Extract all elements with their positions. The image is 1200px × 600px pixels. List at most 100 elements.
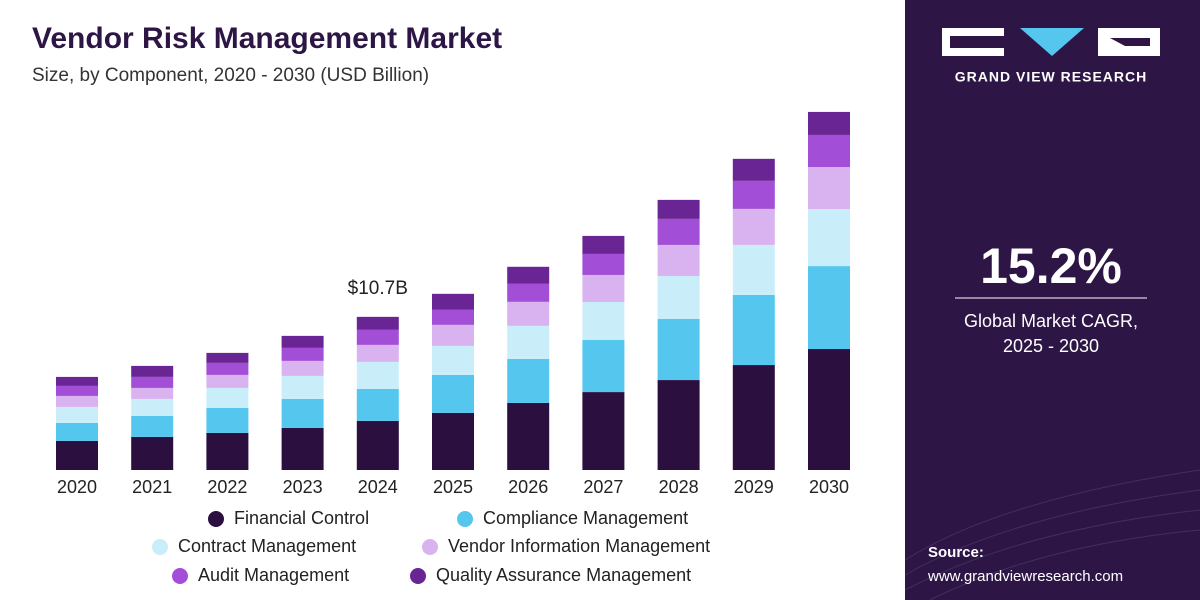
bar-segment	[582, 235, 625, 254]
x-tick-label: 2030	[809, 477, 849, 497]
legend-marker	[208, 511, 224, 527]
bar-segment	[356, 361, 399, 389]
legend-marker	[172, 568, 188, 584]
bar-segment	[808, 134, 850, 167]
logo	[942, 28, 1160, 56]
bar-segment	[131, 436, 174, 470]
bar-segment	[356, 388, 399, 421]
bar-segment	[657, 199, 700, 219]
bar-segment	[808, 111, 850, 135]
bar-segment	[432, 309, 474, 325]
bar-segment	[507, 283, 550, 302]
x-tick-label: 2027	[583, 477, 623, 497]
bar-segment	[432, 324, 474, 346]
legend-label: Quality Assurance Management	[436, 565, 691, 585]
x-tick-label: 2020	[57, 477, 97, 497]
x-tick-label: 2026	[508, 477, 548, 497]
bar-segment	[56, 406, 98, 423]
bar-segment	[281, 360, 324, 376]
bar-segment	[657, 318, 700, 381]
chart-subtitle: Size, by Component, 2020 - 2030 (USD Bil…	[32, 65, 429, 86]
bar-segment	[131, 415, 174, 437]
bar-segment	[56, 385, 98, 396]
bar-segment	[732, 365, 775, 470]
x-tick-label: 2023	[283, 477, 323, 497]
bar-segment	[206, 407, 249, 433]
cagr-caption: 2025 - 2030	[1003, 336, 1099, 356]
x-tick-label: 2024	[358, 477, 398, 497]
bar-segment	[281, 335, 324, 348]
bar-segment	[657, 218, 700, 245]
bar-segment	[507, 266, 550, 284]
bar-segment	[582, 253, 625, 275]
x-tick-label: 2025	[433, 477, 473, 497]
bar-segment	[281, 398, 324, 428]
chart-title: Vendor Risk Management Market	[32, 22, 502, 55]
bar-segment	[732, 208, 775, 245]
sidebar-background	[905, 0, 1200, 600]
bar-segment	[281, 375, 324, 399]
bar-segment	[808, 166, 850, 210]
logo-g-cut	[950, 36, 1004, 48]
bar-segment	[56, 440, 98, 470]
bar-segment	[657, 380, 700, 470]
bar-segment	[356, 329, 399, 345]
legend-marker	[152, 539, 168, 555]
legend-marker	[457, 511, 473, 527]
bar-segment	[356, 316, 399, 330]
bar-segment	[56, 376, 98, 386]
bar-segment	[131, 365, 174, 377]
bar-segment	[432, 345, 474, 375]
legend-marker	[410, 568, 426, 584]
bar-segment	[206, 362, 249, 375]
source-url: www.grandviewresearch.com	[927, 568, 1123, 585]
logo-r-cut	[1110, 38, 1150, 46]
bar-segment	[808, 209, 850, 267]
legend-label: Contract Management	[178, 536, 356, 556]
bar-segment	[56, 422, 98, 441]
bar-segment	[131, 398, 174, 416]
cagr-caption: Global Market CAGR,	[964, 311, 1138, 331]
bar-segment	[582, 274, 625, 302]
legend-marker	[422, 539, 438, 555]
x-tick-label: 2029	[734, 477, 774, 497]
logo-v	[1020, 28, 1084, 56]
bar-segment	[131, 376, 174, 388]
total-label: $10.7B	[348, 278, 408, 299]
bar-segment	[206, 387, 249, 408]
bar-segment	[582, 340, 625, 393]
bar-segment	[507, 325, 550, 359]
legend-label: Audit Management	[198, 565, 349, 585]
bar-segment	[356, 420, 399, 470]
bar-segment	[732, 180, 775, 209]
bar-segment	[507, 301, 550, 326]
bar-segment	[507, 358, 550, 403]
bar-segment	[206, 432, 249, 470]
bar-segment	[657, 275, 700, 319]
bar-segment	[206, 374, 249, 388]
x-tick-label: 2022	[207, 477, 247, 497]
brand-name: GRAND VIEW RESEARCH	[955, 69, 1147, 85]
wave-decoration	[904, 469, 1200, 600]
bar-segment	[808, 266, 850, 350]
cagr-value: 15.2%	[980, 238, 1122, 294]
bar-segment	[808, 349, 850, 470]
bar-segment	[356, 344, 399, 362]
legend-label: Compliance Management	[483, 508, 688, 528]
legend-label: Financial Control	[234, 508, 369, 528]
bar-segment	[432, 412, 474, 470]
bar-segment	[582, 301, 625, 341]
legend-label: Vendor Information Management	[448, 536, 710, 556]
bar-segment	[507, 402, 550, 470]
bar-segment	[131, 387, 174, 399]
bar-segment	[732, 294, 775, 366]
bar-segment	[56, 395, 98, 407]
bar-segment	[582, 392, 625, 470]
bar-segment	[432, 374, 474, 413]
bar-segment	[732, 244, 775, 295]
bar-segment	[657, 244, 700, 276]
bar-segment	[432, 293, 474, 310]
x-tick-label: 2028	[659, 477, 699, 497]
bar-segment	[281, 347, 324, 361]
